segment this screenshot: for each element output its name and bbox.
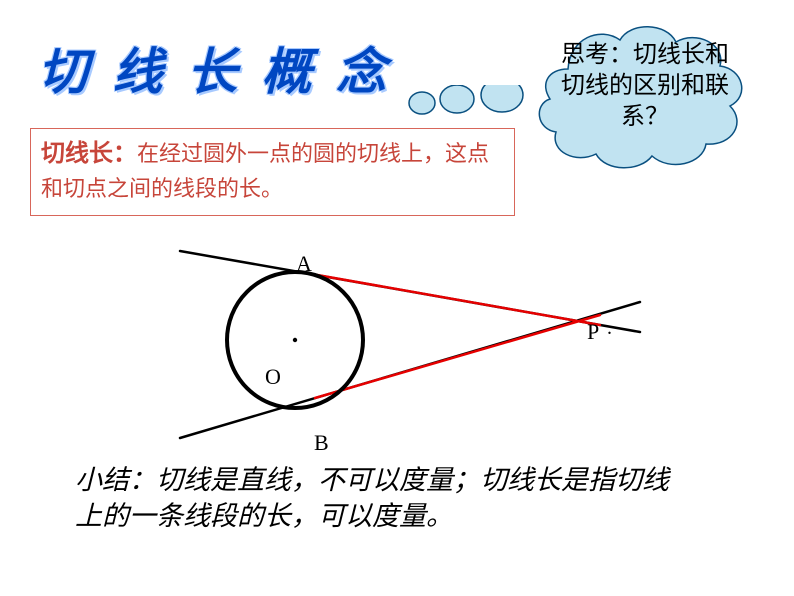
label-P-dot: . xyxy=(607,317,612,340)
summary-text: 小结：切线是直线，不可以度量；切线长是指切线上的一条线段的长，可以度量。 xyxy=(75,462,695,535)
page-title: 切 线 长 概 念 xyxy=(38,32,392,104)
definition-term: 切线长 xyxy=(41,141,113,167)
label-A: A xyxy=(296,251,312,277)
label-P: P xyxy=(587,319,599,345)
label-B: B xyxy=(314,430,329,456)
definition-colon: ： xyxy=(113,141,137,167)
label-O: O xyxy=(265,364,281,390)
thought-bubbles xyxy=(405,85,535,125)
thought-text: 思考：切线长和切线的区别和联系？ xyxy=(560,40,730,134)
definition-box: 切线长：在经过圆外一点的圆的切线上，这点和切点之间的线段的长。 xyxy=(30,128,515,216)
